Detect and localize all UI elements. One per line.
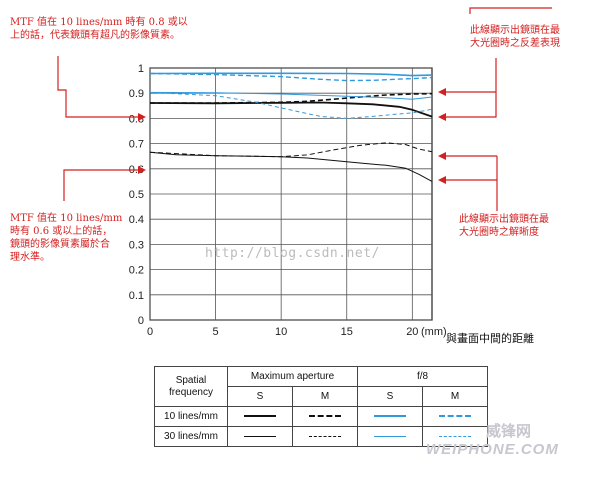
series-line-8 [149, 91, 433, 119]
y-tick-label: 0.5 [129, 189, 144, 201]
legend-swatch [374, 415, 406, 418]
legend-table: Spatial frequency Maximum aperture f/8 S… [154, 366, 488, 447]
legend-header-frequency: Spatial frequency [154, 366, 228, 407]
y-tick-label: 0 [138, 315, 144, 327]
legend-sub-s: S [227, 386, 293, 407]
series-line-1 [149, 101, 433, 118]
y-tick-label: 0.1 [129, 290, 144, 302]
legend-swatch [244, 415, 276, 418]
x-tick-label: 20 [406, 326, 418, 338]
legend-swatch [244, 435, 276, 437]
note-top-left: MTF 值在 10 lines/mm 時有 0.8 或以 上的話，代表鏡頭有超凡… [10, 17, 188, 41]
series-line-4 [149, 142, 433, 158]
legend-sub-m: M [422, 386, 488, 407]
legend-swatch [374, 435, 406, 437]
legend-swatch [309, 435, 341, 437]
y-tick-label: 0.4 [129, 214, 144, 226]
legend-row-10: 10 lines/mm [154, 406, 228, 427]
x-axis-label: 與畫面中間的距離 [446, 331, 534, 345]
logo-text-cn: 威锋网 [486, 423, 532, 440]
x-tick-label: 15 [341, 326, 353, 338]
x-tick-label: 0 [147, 326, 153, 338]
x-tick-label: 10 [275, 326, 287, 338]
legend-sub-m: M [292, 386, 358, 407]
y-tick-label: 1 [138, 63, 144, 75]
legend-swatch [439, 415, 471, 418]
legend-swatch [309, 415, 341, 418]
series-line-7 [149, 91, 433, 100]
legend-row-30: 30 lines/mm [154, 426, 228, 447]
y-tick-label: 0.9 [129, 88, 144, 100]
watermark-text: http://blog.csdn.net/ [205, 246, 380, 261]
note-top-right: 此線顯示出鏡頭在最 大光圈時之反差表現 [470, 25, 560, 49]
x-tick-label: 5 [213, 326, 219, 338]
weiphone-logo: 威锋网 WEIPHONE.COM [426, 420, 559, 458]
note-mid-right: 此線顯示出鏡頭在最 大光圈時之解晰度 [459, 214, 549, 238]
series-line-5 [149, 72, 433, 77]
y-tick-label: 0.7 [129, 139, 144, 151]
note-mid-left: MTF 值在 10 lines/mm 時有 0.6 或以上的話， 鏡頭的影像質素… [10, 213, 123, 263]
legend-sub-s: S [357, 386, 423, 407]
series-line-3 [149, 151, 433, 182]
legend-swatch [439, 435, 471, 437]
y-tick-label: 0.2 [129, 265, 144, 277]
legend-header-max-aperture: Maximum aperture [227, 366, 358, 387]
logo-text-en: WEIPHONE.COM [426, 441, 559, 458]
series-line-6 [149, 72, 433, 82]
legend-header-f8: f/8 [357, 366, 488, 387]
x-unit-label: (mm) [421, 326, 447, 338]
y-tick-label: 0.3 [129, 239, 144, 251]
